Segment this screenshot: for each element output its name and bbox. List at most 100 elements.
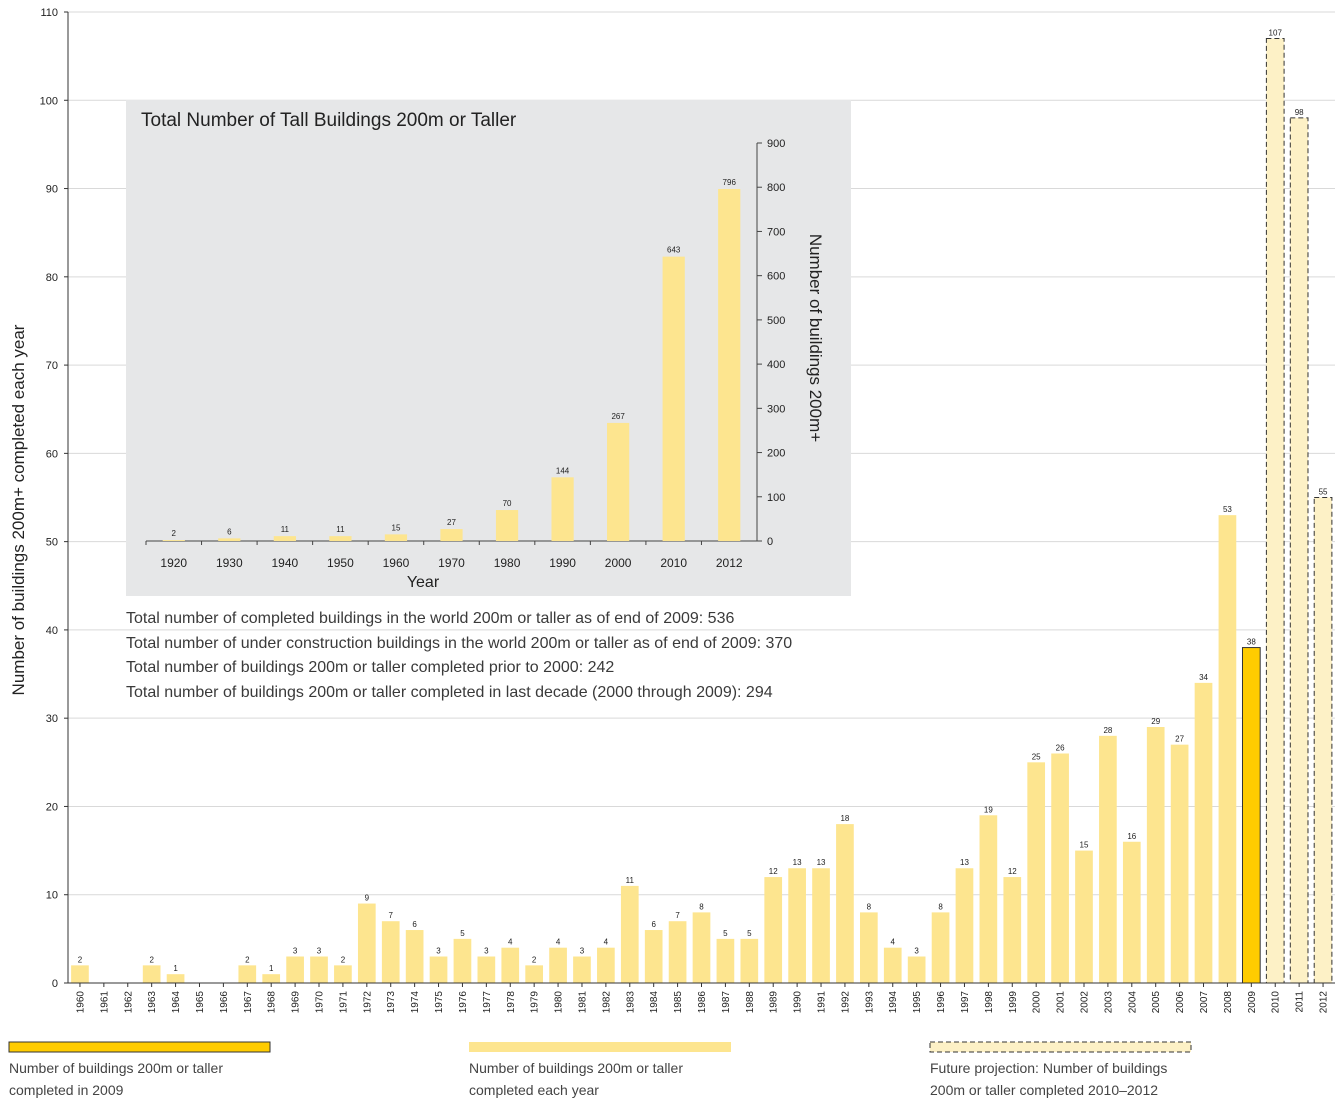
main-x-tick-label: 2002: [1079, 991, 1090, 1014]
main-y-axis-ticks: 0 10 20 30 40 50 60 70 80 90 100 110: [40, 7, 68, 990]
main-x-tick-label: 1964: [171, 991, 182, 1014]
inset-bar-1990: [551, 477, 574, 541]
inset-panel-background: [126, 100, 851, 596]
main-x-tick-label: 1965: [195, 991, 206, 1014]
inset-y-tick-label: 500: [767, 315, 785, 327]
bar-value-label-1995: 3: [914, 947, 919, 956]
bar-value-label-1983: 11: [626, 876, 635, 885]
inset-x-tick-label: 2012: [716, 556, 743, 570]
main-x-tick-label: 1999: [1008, 991, 1019, 1014]
inset-bars: 2 6 11 11 15 27 70 144 267 643 796: [162, 178, 741, 542]
note-prior-to-2000: Total number of buildings 200m or taller…: [126, 659, 614, 676]
bar-value-label-1996: 8: [938, 902, 943, 911]
bar-1978: [501, 947, 520, 983]
bar-1999: [1003, 877, 1022, 983]
inset-x-tick-label: 2010: [660, 556, 687, 570]
bar-1963: [142, 965, 161, 983]
legend-label-highlight-line1: Number of buildings 200m or taller: [9, 1060, 223, 1076]
inset-y-tick-label: 100: [767, 492, 785, 504]
inset-x-axis-label: Year: [407, 574, 440, 591]
inset-y-tick-label: 200: [767, 448, 785, 460]
inset-y-tick-label: 600: [767, 271, 785, 283]
main-x-tick-label: 2009: [1247, 991, 1258, 1014]
legend: Number of buildings 200m or taller compl…: [8, 1041, 1192, 1098]
main-y-tick-label: 40: [46, 625, 58, 637]
inset-bar-1970: [440, 529, 463, 541]
main-x-tick-label: 1987: [721, 991, 732, 1014]
bar-value-label-1973: 7: [388, 911, 393, 920]
bar-value-label-1989: 12: [769, 867, 778, 876]
bar-value-label-1997: 13: [960, 858, 969, 867]
inset-bar-1950: [329, 536, 352, 541]
main-x-tick-label: 1969: [291, 991, 302, 1014]
bar-2010: [1265, 37, 1285, 984]
inset-y-tick-label: 800: [767, 182, 785, 194]
main-x-tick-label: 1995: [912, 991, 923, 1014]
bar-value-label-1980: 4: [556, 938, 561, 947]
bar-1979: [525, 965, 544, 983]
inset-bar-1960: [384, 534, 408, 541]
bar-1992: [836, 824, 854, 983]
main-x-tick-label: 1961: [99, 991, 110, 1014]
inset-x-tick-label: 1930: [216, 556, 243, 570]
inset-x-tick-label: 1960: [383, 556, 410, 570]
bar-value-label-1986: 8: [699, 902, 704, 911]
bar-value-label-2011: 98: [1295, 108, 1304, 117]
bar-value-label-1977: 3: [484, 947, 489, 956]
legend-label-projection-line2: 200m or taller completed 2010–2012: [930, 1082, 1158, 1098]
bar-2011: [1289, 117, 1309, 984]
inset-x-tick-label: 1990: [549, 556, 576, 570]
main-y-tick-label: 100: [40, 95, 58, 107]
inset-y-tick-label: 300: [767, 403, 785, 415]
bar-value-label-1992: 18: [840, 814, 849, 823]
bar-value-label-2001: 26: [1056, 743, 1065, 752]
main-x-tick-label: 1963: [147, 991, 158, 1014]
inset-bar-1980: [495, 510, 519, 541]
bar-2012: [1313, 497, 1333, 984]
main-x-tick-label: 1970: [315, 991, 326, 1014]
main-y-tick-label: 20: [46, 801, 58, 813]
bar-value-label-1999: 12: [1008, 867, 1017, 876]
bar-value-label-1960: 2: [78, 955, 83, 964]
inset-bar-2000: [607, 422, 630, 541]
main-x-tick-label: 1966: [219, 991, 230, 1014]
inset-y-tick-label: 0: [767, 536, 773, 548]
bar-value-label-2008: 53: [1223, 505, 1232, 514]
main-x-tick-label: 1980: [554, 991, 565, 1014]
bar-1994: [883, 947, 902, 983]
bar-2006: [1170, 744, 1189, 983]
main-y-tick-label: 30: [46, 713, 58, 725]
main-y-tick-label: 90: [46, 184, 58, 196]
bar-value-label-2005: 29: [1151, 717, 1160, 726]
bar-1998: [979, 815, 998, 983]
inset-bar-value-label-2010: 643: [667, 246, 681, 255]
bar-2007: [1194, 682, 1213, 983]
bar-1989: [764, 877, 783, 983]
main-x-tick-label: 1983: [625, 991, 636, 1014]
main-x-tick-label: 1986: [697, 991, 708, 1014]
main-x-tick-label: 1977: [482, 991, 493, 1014]
inset-bar-value-label-2012: 796: [723, 178, 737, 187]
main-x-tick-label: 2012: [1319, 991, 1330, 1014]
main-y-tick-label: 110: [40, 7, 58, 19]
bar-value-label-1987: 5: [723, 929, 728, 938]
bar-1984: [644, 930, 663, 983]
main-y-tick-label: 70: [46, 360, 58, 372]
note-last-decade: Total number of buildings 200m or taller…: [126, 684, 773, 701]
bar-2001: [1051, 753, 1069, 983]
main-y-tick-label: 10: [46, 890, 58, 902]
bar-2009: [1241, 647, 1261, 984]
bar-1990: [788, 868, 806, 983]
bar-value-label-2009: 38: [1247, 638, 1256, 647]
inset-bar-value-label-1960: 15: [392, 523, 401, 532]
bar-value-label-1990: 13: [793, 858, 802, 867]
bar-1976: [453, 938, 472, 983]
main-x-tick-label: 2003: [1103, 991, 1114, 1014]
bar-1973: [381, 921, 400, 983]
bar-1995: [907, 956, 926, 983]
bar-1991: [812, 868, 830, 983]
legend-label-regular-line1: Number of buildings 200m or taller: [469, 1060, 683, 1076]
inset-x-axis-ticks: 1920 1930 1940 1950 1960 1970 1980 1990 2000 2010…: [145, 541, 743, 570]
bar-1997: [955, 868, 974, 983]
